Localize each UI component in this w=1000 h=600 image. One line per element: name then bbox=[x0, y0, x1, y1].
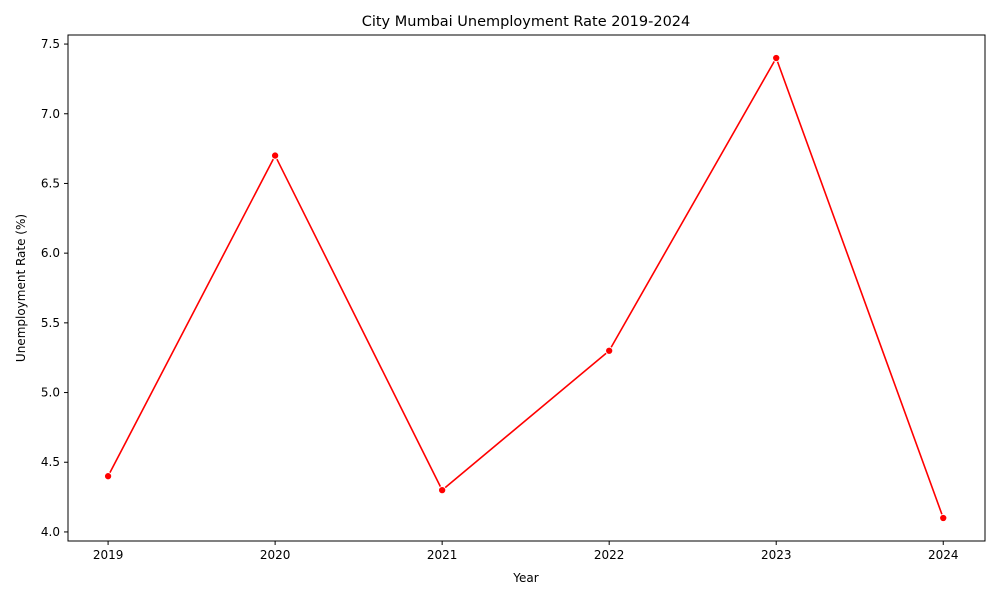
data-point bbox=[772, 53, 781, 63]
y-tick-label: 5.5 bbox=[41, 316, 60, 330]
y-axis-ticks: 4.0 4.5 5.0 5.5 6.0 6.5 7.0 7.5 bbox=[41, 37, 68, 539]
x-tick-label: 2022 bbox=[594, 548, 625, 562]
data-point bbox=[104, 472, 113, 481]
series-layer bbox=[104, 53, 948, 523]
data-point bbox=[939, 513, 948, 523]
y-tick-label: 4.0 bbox=[41, 525, 60, 539]
x-tick-label: 2023 bbox=[761, 548, 792, 562]
x-tick-label: 2024 bbox=[928, 548, 959, 562]
x-tick-label: 2020 bbox=[260, 548, 291, 562]
data-point bbox=[271, 151, 280, 160]
y-tick-label: 7.0 bbox=[41, 107, 60, 121]
x-tick-label: 2021 bbox=[427, 548, 458, 562]
y-tick-label: 7.5 bbox=[41, 37, 60, 51]
x-tick-label: 2019 bbox=[93, 548, 124, 562]
series-line bbox=[107, 57, 944, 519]
y-tick-label: 6.0 bbox=[41, 246, 60, 260]
y-axis-label: Unemployment Rate (%) bbox=[14, 214, 28, 362]
plot-area: 2019 2020 2021 2022 2023 2024 4.0 4.5 5.0 5.5 6.0… bbox=[41, 34, 986, 562]
y-tick-label: 4.5 bbox=[41, 455, 60, 469]
x-axis-label: Year bbox=[512, 571, 538, 585]
data-point bbox=[605, 346, 614, 355]
y-tick-label: 6.5 bbox=[41, 176, 60, 190]
chart-title: City Mumbai Unemployment Rate 2019-2024 bbox=[362, 14, 691, 30]
plot-frame bbox=[67, 34, 986, 542]
y-tick-label: 5.0 bbox=[41, 386, 60, 400]
data-point bbox=[438, 486, 447, 495]
x-axis-ticks: 2019 2020 2021 2022 2023 2024 bbox=[93, 541, 959, 562]
